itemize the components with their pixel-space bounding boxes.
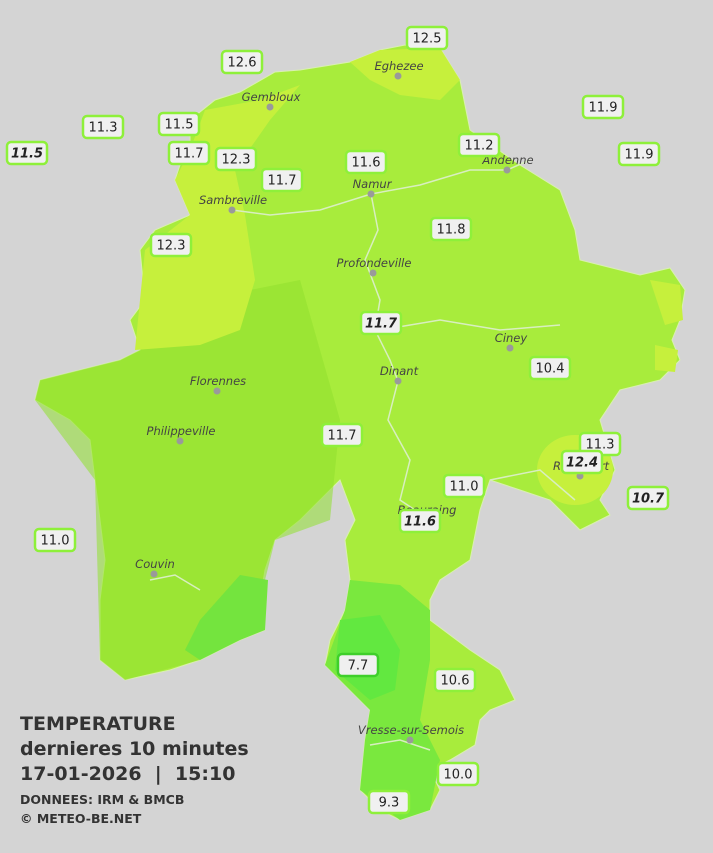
station-box	[405, 25, 449, 51]
city-dot	[367, 190, 375, 198]
warm-zone	[650, 280, 683, 372]
legend-datetime: 17-01-2026 | 15:10	[20, 763, 235, 785]
city-dot	[369, 269, 377, 277]
city-label: Dinant	[380, 364, 419, 378]
cold-zone	[185, 575, 268, 660]
station-value: 11.5	[11, 147, 43, 162]
station-box	[167, 140, 211, 166]
station-box	[359, 310, 403, 336]
station-box	[33, 527, 77, 553]
station-value: 12.6	[228, 56, 257, 71]
station-box	[560, 449, 604, 475]
city-label: Vresse-sur-Semois	[358, 723, 464, 737]
city-label: Florennes	[190, 374, 246, 388]
city-dot	[503, 166, 511, 174]
city-label: Eghezee	[374, 59, 423, 73]
warm-zone	[135, 85, 300, 350]
city-label: Sambreville	[199, 193, 267, 207]
station-value: 11.8	[437, 223, 466, 238]
city-dot	[176, 437, 184, 445]
city-dot	[228, 206, 236, 214]
city-label: Profondeville	[337, 256, 412, 270]
station-value: 11.7	[365, 317, 398, 332]
station-value: 12.4	[566, 456, 598, 471]
station-box	[81, 114, 125, 140]
station-box	[528, 355, 572, 381]
station-box	[157, 111, 201, 137]
station-box	[320, 422, 364, 448]
station-value: 10.7	[632, 492, 665, 507]
city-label: Namur	[353, 177, 393, 191]
city-dot	[394, 72, 402, 80]
station-box	[336, 652, 380, 678]
station-box	[626, 485, 670, 511]
station-box	[442, 473, 486, 499]
legend-copyright: © METEO-BE.NET	[20, 811, 142, 826]
station-value: 11.7	[268, 174, 297, 189]
station-box	[220, 49, 264, 75]
city-label: Couvin	[135, 557, 175, 571]
station-value: 11.9	[589, 101, 618, 116]
station-value: 12.3	[157, 239, 186, 254]
station-box	[260, 167, 304, 193]
station-value: 9.3	[379, 796, 400, 811]
warm-zone	[350, 48, 460, 100]
station-box	[433, 667, 477, 693]
station-value: 11.9	[625, 148, 654, 163]
station-value: 12.5	[413, 32, 442, 47]
legend-source: DONNEES: IRM & BMCB	[20, 792, 184, 807]
city-dot	[213, 387, 221, 395]
river	[149, 159, 576, 751]
city-label: Philippeville	[147, 424, 216, 438]
station-box	[581, 94, 625, 120]
station-value: 11.6	[404, 515, 436, 530]
legend-title: TEMPERATURE	[20, 713, 176, 735]
city-dot	[394, 377, 402, 385]
station-value: 11.3	[586, 438, 615, 453]
station-value: 11.7	[175, 147, 204, 162]
station-value: 10.6	[441, 674, 470, 689]
station-box	[367, 789, 411, 815]
station-box	[617, 141, 661, 167]
station-box	[214, 146, 258, 172]
station-box	[398, 508, 442, 534]
station-box	[429, 216, 473, 242]
station-value: 11.2	[465, 139, 494, 154]
station-value: 10.0	[444, 768, 473, 783]
station-value: 12.3	[222, 153, 251, 168]
city-dot	[266, 103, 274, 111]
station-box	[5, 140, 49, 166]
station-value: 11.6	[352, 156, 381, 171]
station-value: 10.4	[536, 362, 565, 377]
station-value: 11.0	[41, 534, 70, 549]
legend-subtitle: dernieres 10 minutes	[20, 738, 249, 760]
city-label: Gembloux	[242, 90, 301, 104]
station-value: 11.7	[328, 429, 357, 444]
station-value: 11.5	[165, 118, 194, 133]
city-label: Ciney	[495, 331, 528, 345]
station-box	[344, 149, 388, 175]
city-dot	[506, 344, 514, 352]
station-box	[149, 232, 193, 258]
station-value: 7.7	[348, 659, 369, 674]
city-dot	[406, 736, 414, 744]
station-value: 11.3	[89, 121, 118, 136]
station-box	[436, 761, 480, 787]
station-box	[457, 132, 501, 158]
station-value: 11.0	[450, 480, 479, 495]
city-dot	[150, 570, 158, 578]
